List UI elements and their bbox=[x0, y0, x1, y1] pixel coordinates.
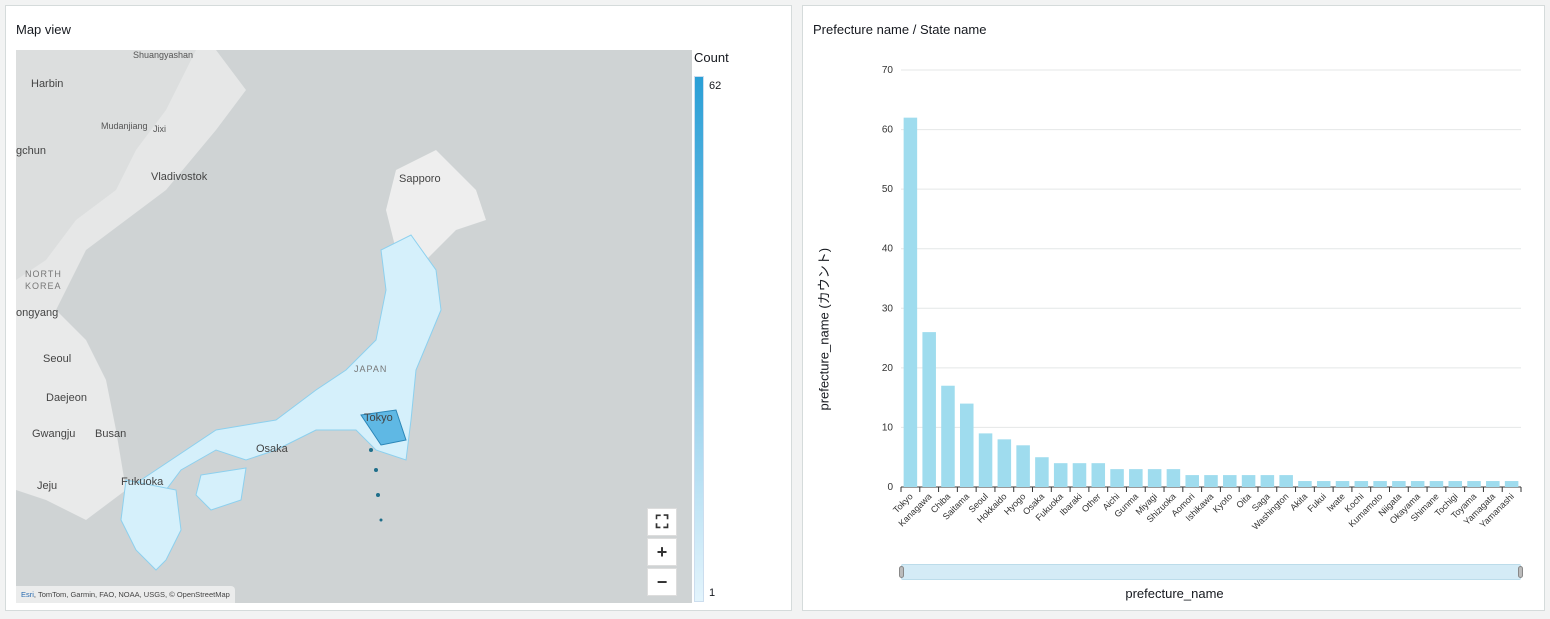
x-tick-label: Fukui bbox=[1306, 491, 1329, 514]
map-label: Sapporo bbox=[399, 173, 441, 185]
bar-iwate[interactable] bbox=[1335, 481, 1350, 487]
x-tick-label: Iwate bbox=[1325, 491, 1347, 513]
bar-kyoto[interactable] bbox=[1223, 475, 1237, 487]
x-tick-label: Kyoto bbox=[1211, 491, 1234, 514]
bar-fukui[interactable] bbox=[1316, 481, 1331, 487]
bar-ibaraki[interactable] bbox=[1072, 463, 1087, 487]
y-tick-label: 60 bbox=[882, 125, 894, 136]
bar-chiba[interactable] bbox=[941, 385, 955, 487]
bar-kumamoto[interactable] bbox=[1373, 481, 1387, 487]
bar-osaka[interactable] bbox=[1035, 457, 1049, 487]
zoom-out-button[interactable]: − bbox=[647, 568, 677, 596]
map-panel: Map view Shuangyashan Harbin Jixi Mudanj… bbox=[5, 5, 792, 611]
map-label: Jixi bbox=[153, 124, 166, 134]
map-label: Harbin bbox=[31, 78, 64, 90]
bar-oita[interactable] bbox=[1241, 475, 1256, 487]
bar-seoul[interactable] bbox=[978, 433, 993, 487]
attribution-text: , TomTom, Garmin, FAO, NOAA, USGS, © Ope… bbox=[33, 590, 230, 599]
bar-okayama[interactable] bbox=[1410, 481, 1425, 487]
chart-scrollbar[interactable] bbox=[899, 564, 1523, 580]
bar-aomori[interactable] bbox=[1185, 475, 1199, 487]
y-tick-label: 50 bbox=[882, 184, 894, 195]
map-label: Daejeon bbox=[46, 392, 87, 404]
bar-other[interactable] bbox=[1091, 463, 1106, 487]
bar-ishikawa[interactable] bbox=[1204, 475, 1218, 487]
bar-tokyo[interactable] bbox=[903, 117, 918, 488]
bar-kanagawa[interactable] bbox=[922, 332, 936, 487]
map-panel-title: Map view bbox=[16, 22, 71, 37]
bar-aichi[interactable] bbox=[1110, 469, 1124, 487]
bar-akita[interactable] bbox=[1298, 481, 1312, 487]
x-tick-label: Other bbox=[1080, 491, 1103, 514]
bar-fukuoka[interactable] bbox=[1053, 463, 1068, 487]
legend-max: 62 bbox=[709, 80, 722, 92]
map-label: ongyang bbox=[16, 307, 59, 319]
x-tick-label: Akita bbox=[1288, 491, 1309, 512]
scroll-handle-left[interactable] bbox=[899, 566, 904, 578]
y-tick-label: 70 bbox=[882, 65, 894, 76]
map-land bbox=[16, 50, 486, 571]
map-label: Fukuoka bbox=[121, 476, 164, 488]
esri-link[interactable]: Esri bbox=[21, 590, 34, 599]
y-axis-title: prefecture_name (カウント) bbox=[816, 247, 832, 411]
bar-shimane[interactable] bbox=[1429, 481, 1444, 487]
legend-min: 1 bbox=[709, 587, 716, 599]
bar-shizuoka[interactable] bbox=[1166, 469, 1181, 487]
y-tick-label: 0 bbox=[887, 482, 893, 493]
map-label: Seoul bbox=[43, 353, 72, 365]
map-label: NORTH bbox=[25, 269, 62, 279]
bar-hokkaido[interactable] bbox=[997, 439, 1012, 487]
y-tick-label: 10 bbox=[882, 422, 894, 433]
bar-yamanashi[interactable] bbox=[1504, 481, 1519, 487]
legend-title: Count bbox=[694, 50, 729, 65]
chart-panel-title: Prefecture name / State name bbox=[813, 22, 987, 37]
scroll-handle-right[interactable] bbox=[1518, 566, 1523, 578]
y-tick-label: 40 bbox=[882, 244, 894, 255]
y-tick-label: 30 bbox=[882, 303, 894, 314]
bar-chart: 010203040506070TokyoKanagawaChibaSaitama… bbox=[882, 65, 1522, 532]
bar-saga[interactable] bbox=[1260, 475, 1275, 487]
map-label: Busan bbox=[95, 428, 127, 440]
x-axis-title: prefecture_name bbox=[1125, 586, 1224, 601]
locate-button[interactable]: ⛶ bbox=[647, 508, 677, 536]
map-label: Osaka bbox=[256, 443, 288, 455]
map-label: Gwangju bbox=[32, 428, 76, 440]
map-attribution: Esri, TomTom, Garmin, FAO, NOAA, USGS, ©… bbox=[16, 586, 235, 603]
map-label: Tokyo bbox=[364, 412, 393, 424]
map-label: Shuangyashan bbox=[133, 50, 194, 60]
bar-tochigi[interactable] bbox=[1448, 481, 1463, 487]
bar-hyogo[interactable] bbox=[1016, 445, 1030, 487]
bar-kochi[interactable] bbox=[1354, 481, 1369, 487]
zoom-in-button[interactable]: + bbox=[647, 538, 677, 566]
bar-miyagi[interactable] bbox=[1147, 469, 1162, 487]
legend-color-scale bbox=[694, 76, 704, 602]
bar-saitama[interactable] bbox=[959, 403, 974, 487]
map-label: Jeju bbox=[37, 480, 58, 492]
y-tick-label: 20 bbox=[882, 363, 894, 374]
map-canvas[interactable]: Shuangyashan Harbin Jixi Mudanjiang gchu… bbox=[16, 50, 692, 603]
bar-toyama[interactable] bbox=[1467, 481, 1481, 487]
bar-washington[interactable] bbox=[1279, 475, 1293, 487]
map-label: Mudanjiang bbox=[101, 121, 148, 131]
bar-gunma[interactable] bbox=[1129, 469, 1143, 487]
map-label: gchun bbox=[16, 145, 46, 157]
map-label: JAPAN bbox=[354, 364, 388, 374]
map-label: Vladivostok bbox=[151, 171, 208, 183]
map-label: KOREA bbox=[25, 281, 62, 291]
chart-panel: Prefecture name / State name 0 10 20 30 40 50… bbox=[802, 5, 1545, 611]
bar-niigata[interactable] bbox=[1392, 481, 1406, 487]
bar-yamagata[interactable] bbox=[1486, 481, 1500, 487]
